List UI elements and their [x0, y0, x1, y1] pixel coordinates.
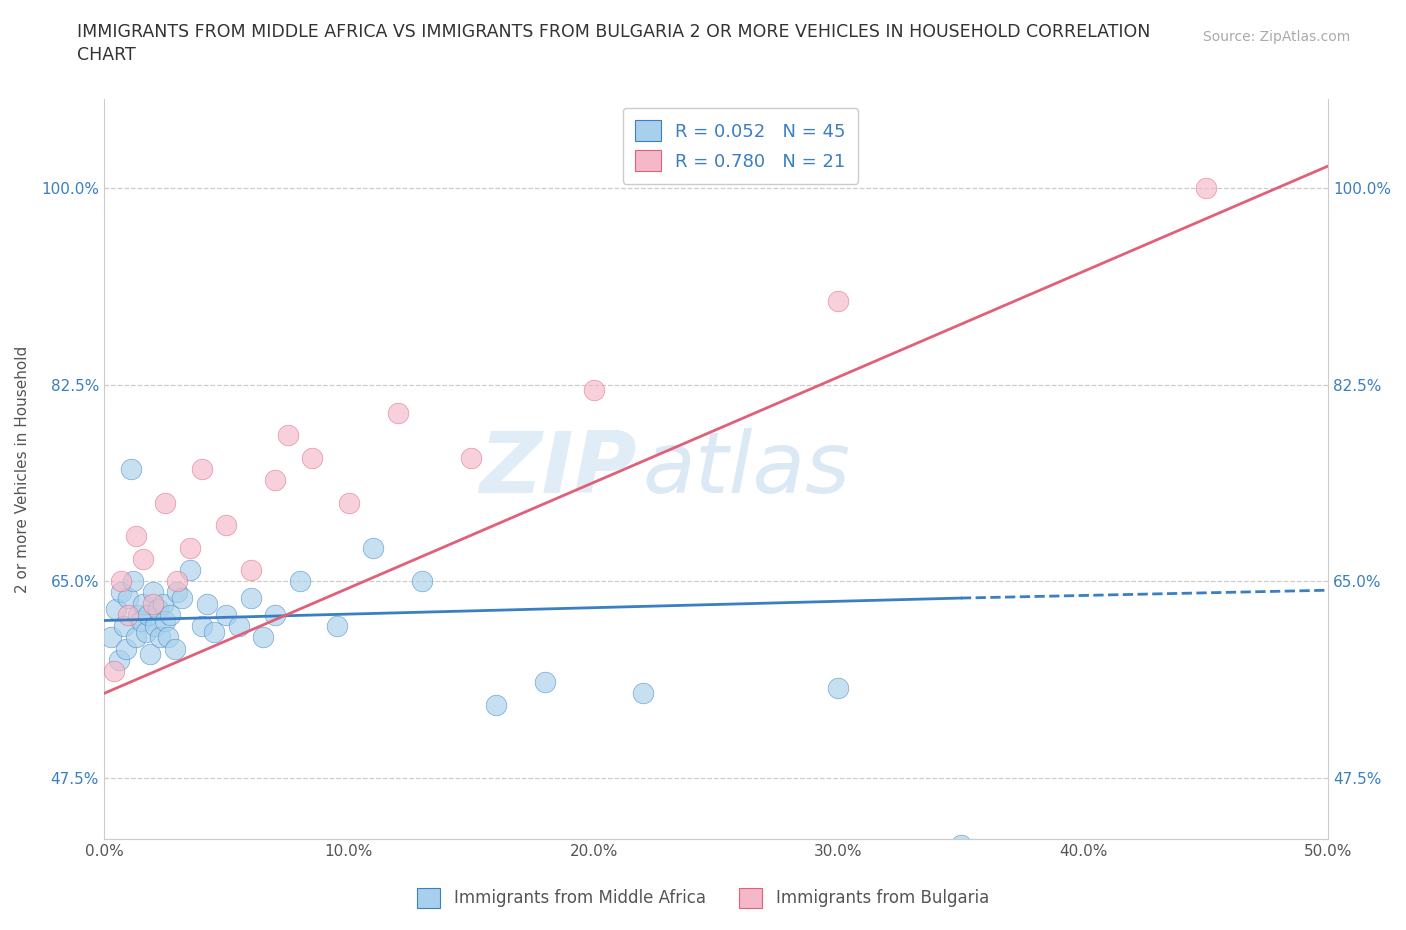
Point	[195, 596, 218, 611]
Point	[107, 652, 129, 667]
Point	[228, 618, 250, 633]
Point	[132, 551, 155, 566]
Point	[153, 613, 176, 628]
Point	[146, 602, 169, 617]
Point	[122, 574, 145, 589]
Point	[191, 618, 214, 633]
Point	[166, 585, 188, 600]
Point	[252, 630, 274, 644]
Point	[135, 624, 157, 639]
Point	[582, 383, 605, 398]
Point	[129, 613, 152, 628]
Point	[485, 698, 508, 712]
Point	[110, 585, 132, 600]
Point	[163, 641, 186, 656]
Point	[411, 574, 433, 589]
Point	[215, 607, 238, 622]
Point	[136, 607, 159, 622]
Point	[264, 472, 287, 487]
Point	[191, 461, 214, 476]
Point	[460, 450, 482, 465]
Point	[120, 461, 142, 476]
Point	[166, 574, 188, 589]
Point	[127, 607, 149, 622]
Point	[264, 607, 287, 622]
Point	[110, 574, 132, 589]
Point	[149, 630, 172, 644]
Point	[215, 518, 238, 533]
Text: IMMIGRANTS FROM MIDDLE AFRICA VS IMMIGRANTS FROM BULGARIA 2 OR MORE VEHICLES IN : IMMIGRANTS FROM MIDDLE AFRICA VS IMMIGRA…	[77, 23, 1150, 41]
Point	[153, 496, 176, 511]
Text: Source: ZipAtlas.com: Source: ZipAtlas.com	[1202, 30, 1350, 44]
Point	[277, 428, 299, 443]
Point	[325, 618, 347, 633]
Point	[142, 585, 165, 600]
Point	[301, 450, 323, 465]
Text: ZIP: ZIP	[479, 428, 637, 511]
Point	[179, 563, 201, 578]
Point	[533, 675, 555, 690]
Point	[159, 607, 181, 622]
Point	[239, 563, 262, 578]
Point	[115, 641, 138, 656]
Point	[179, 540, 201, 555]
Point	[117, 607, 139, 622]
Point	[117, 591, 139, 605]
Point	[387, 405, 409, 420]
Point	[827, 681, 849, 696]
Text: atlas: atlas	[643, 428, 851, 511]
Point	[112, 618, 135, 633]
Point	[142, 596, 165, 611]
Text: CHART: CHART	[77, 46, 136, 64]
Legend: R = 0.052   N = 45, R = 0.780   N = 21: R = 0.052 N = 45, R = 0.780 N = 21	[623, 108, 858, 184]
Point	[125, 630, 148, 644]
Point	[172, 591, 194, 605]
Point	[139, 646, 162, 661]
Y-axis label: 2 or more Vehicles in Household: 2 or more Vehicles in Household	[15, 345, 30, 592]
Point	[100, 630, 122, 644]
Point	[103, 664, 125, 679]
Point	[827, 293, 849, 308]
Point	[239, 591, 262, 605]
Point	[156, 630, 179, 644]
Point	[132, 596, 155, 611]
Point	[631, 686, 654, 701]
Point	[337, 496, 360, 511]
Point	[145, 618, 167, 633]
Point	[202, 624, 225, 639]
Point	[1195, 181, 1218, 196]
Point	[361, 540, 384, 555]
Point	[125, 529, 148, 544]
Legend: Immigrants from Middle Africa, Immigrants from Bulgaria: Immigrants from Middle Africa, Immigrant…	[411, 882, 995, 914]
Point	[105, 602, 128, 617]
Point	[288, 574, 311, 589]
Point	[949, 838, 972, 853]
Point	[152, 596, 174, 611]
